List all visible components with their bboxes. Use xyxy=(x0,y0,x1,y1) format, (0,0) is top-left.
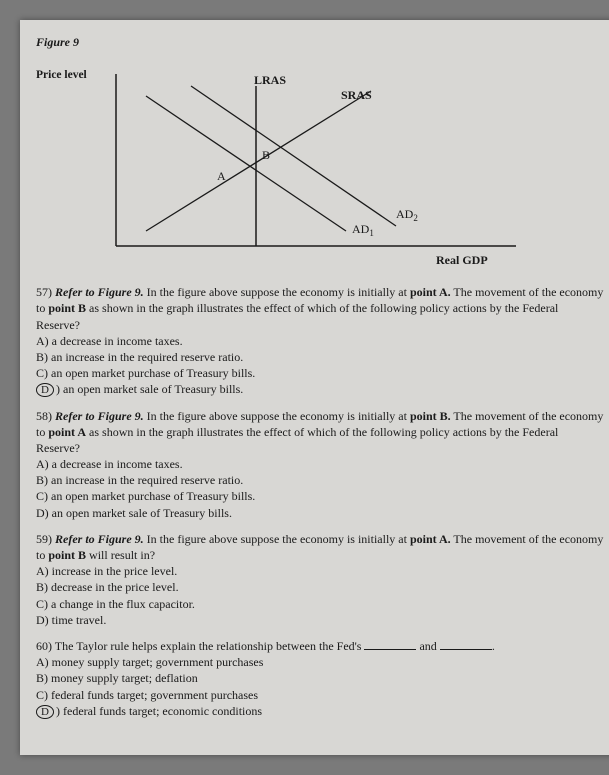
option: B) money supply target; deflation xyxy=(36,670,605,686)
question-text: 59) Refer to Figure 9. In the figure abo… xyxy=(36,531,605,563)
page: Figure 9 Price level LRAS SRAS AD1 AD2 Real … xyxy=(20,20,609,755)
option: D) federal funds target; economic condit… xyxy=(36,703,605,719)
question-block: 59) Refer to Figure 9. In the figure abo… xyxy=(36,531,605,628)
svg-text:SRAS: SRAS xyxy=(341,88,372,102)
option: C) a change in the flux capacitor. xyxy=(36,596,605,612)
option: C) federal funds target; government purc… xyxy=(36,687,605,703)
option: A) a decrease in income taxes. xyxy=(36,456,605,472)
svg-text:B: B xyxy=(262,148,270,162)
circled-answer-icon: D xyxy=(36,705,54,719)
option: A) a decrease in income taxes. xyxy=(36,333,605,349)
question-block: 57) Refer to Figure 9. In the figure abo… xyxy=(36,284,605,397)
option: A) increase in the price level. xyxy=(36,563,605,579)
svg-text:AD1: AD1 xyxy=(352,222,374,238)
svg-text:Real GDP: Real GDP xyxy=(436,253,488,267)
option: B) an increase in the required reserve r… xyxy=(36,472,605,488)
option: C) an open market purchase of Treasury b… xyxy=(36,365,605,381)
question-block: 58) Refer to Figure 9. In the figure abo… xyxy=(36,408,605,521)
y-axis-label: Price level xyxy=(36,68,87,84)
svg-text:LRAS: LRAS xyxy=(254,73,286,87)
option: A) money supply target; government purch… xyxy=(36,654,605,670)
question-text: 57) Refer to Figure 9. In the figure abo… xyxy=(36,284,605,333)
option: D) an open market sale of Treasury bills… xyxy=(36,505,605,521)
svg-text:A: A xyxy=(217,169,226,183)
figure-title: Figure 9 xyxy=(36,34,605,50)
svg-text:AD2: AD2 xyxy=(396,207,418,223)
option: C) an open market purchase of Treasury b… xyxy=(36,488,605,504)
question-list: 57) Refer to Figure 9. In the figure abo… xyxy=(36,284,605,628)
option: D) time travel. xyxy=(36,612,605,628)
and-word: and xyxy=(416,639,439,653)
option: B) an increase in the required reserve r… xyxy=(36,349,605,365)
chart-svg: LRAS SRAS AD1 AD2 Real GDP A B xyxy=(36,56,556,276)
blank-2 xyxy=(440,638,492,650)
option-list: A) money supply target; government purch… xyxy=(36,654,605,719)
option: B) decrease in the price level. xyxy=(36,579,605,595)
blank-1 xyxy=(364,638,416,650)
question-text: The Taylor rule helps explain the relati… xyxy=(55,639,365,653)
question-text: 58) Refer to Figure 9. In the figure abo… xyxy=(36,408,605,457)
option: D) an open market sale of Treasury bills… xyxy=(36,381,605,397)
circled-answer-icon: D xyxy=(36,383,54,397)
period: . xyxy=(492,639,495,653)
question-number: 60) xyxy=(36,639,52,653)
question-60: 60) The Taylor rule helps explain the re… xyxy=(36,638,605,719)
figure-9-chart: Price level LRAS SRAS AD1 AD2 Real GDP A B xyxy=(36,56,556,276)
